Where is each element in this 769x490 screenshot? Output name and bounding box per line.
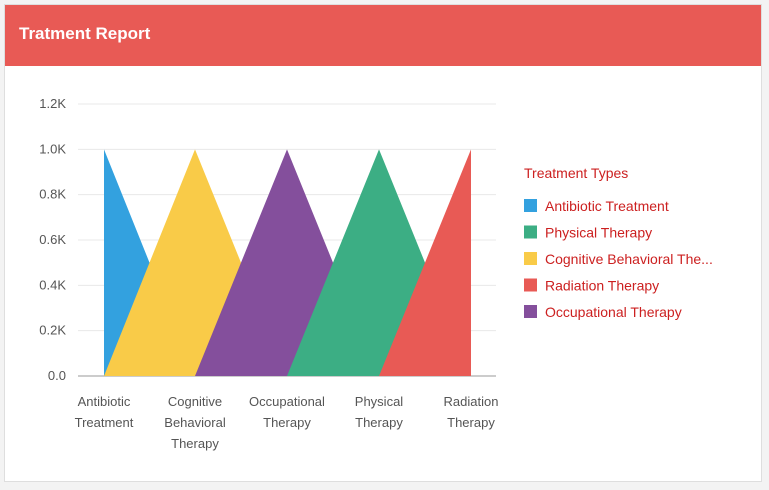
y-tick-label: 0.0 [48, 368, 66, 383]
legend-swatch [524, 305, 537, 318]
series-area[interactable] [104, 149, 471, 376]
legend-entry[interactable]: Radiation Therapy [524, 278, 659, 294]
legend: Treatment Types Antibiotic Treatment Physi… [524, 165, 713, 320]
y-axis-ticks: 0.0 0.2K 0.4K 0.6K 0.8K 1.0K 1.2K [39, 96, 66, 383]
y-tick-label: 0.8K [39, 187, 66, 202]
legend-entry[interactable]: Physical Therapy [524, 225, 652, 241]
legend-swatch [524, 199, 537, 212]
card-title: Tratment Report [19, 24, 151, 43]
legend-label: Antibiotic Treatment [545, 198, 669, 214]
legend-entry[interactable]: Antibiotic Treatment [524, 198, 669, 214]
legend-swatch [524, 252, 537, 265]
y-tick-label: 0.4K [39, 277, 66, 292]
y-tick-label: 1.0K [39, 141, 66, 156]
x-tick-label: Cognitive Behavioral Therapy [164, 394, 226, 451]
x-tick-label: Physical Therapy [355, 394, 404, 430]
legend-label: Physical Therapy [545, 225, 652, 241]
series-areas [104, 149, 471, 376]
x-tick-label: Radiation Therapy [444, 394, 499, 430]
y-tick-label: 0.6K [39, 232, 66, 247]
x-tick-label: Antibiotic Treatment [75, 394, 134, 430]
x-axis-ticks: Antibiotic Treatment Cognitive Behavioral Th… [75, 394, 499, 451]
legend-swatch [524, 278, 537, 292]
y-tick-label: 0.2K [39, 323, 66, 338]
card-header: Tratment Report [5, 5, 761, 66]
y-tick-label: 1.2K [39, 96, 66, 111]
legend-label: Radiation Therapy [545, 278, 659, 294]
legend-title: Treatment Types [524, 165, 628, 181]
legend-entry[interactable]: Occupational Therapy [524, 304, 682, 320]
legend-entry[interactable]: Cognitive Behavioral The... [524, 251, 713, 267]
series-area[interactable] [104, 149, 471, 376]
series-area[interactable] [104, 149, 471, 376]
legend-label: Occupational Therapy [545, 304, 682, 320]
legend-label: Cognitive Behavioral The... [545, 251, 713, 267]
series-area[interactable] [104, 149, 471, 376]
legend-swatch [524, 225, 537, 239]
x-tick-label: Occupational Therapy [249, 394, 325, 430]
